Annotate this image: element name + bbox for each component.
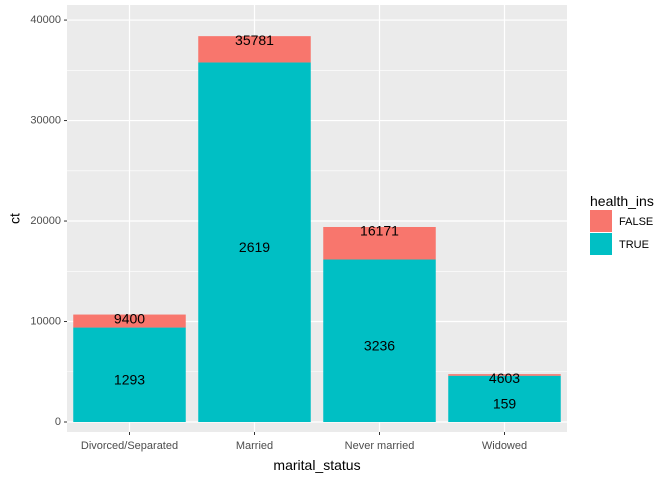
bar-label-lower: 2619	[239, 239, 270, 255]
bar-false-3	[448, 374, 561, 376]
y-tick-label: 0	[55, 416, 61, 428]
bar-true-1	[198, 62, 311, 423]
x-tick-label: Married	[236, 440, 273, 452]
y-tick-label: 10000	[30, 315, 61, 327]
legend-key-true	[590, 233, 612, 255]
x-axis-title: marital_status	[273, 457, 360, 473]
x-tick-label: Never married	[345, 440, 415, 452]
bar-true-2	[323, 259, 436, 422]
y-tick-label: 20000	[30, 215, 61, 227]
legend-label: TRUE	[619, 239, 649, 251]
bar-label-upper: 16171	[360, 223, 399, 239]
bar-label-upper: 9400	[114, 310, 145, 326]
legend-key-false	[590, 210, 612, 232]
bar-false-0	[73, 314, 186, 328]
bar-label-lower: 1293	[114, 371, 145, 387]
bar-label-lower: 3236	[364, 337, 395, 353]
legend-label: FALSE	[619, 216, 653, 228]
bar-label-upper: 35781	[235, 32, 274, 48]
bar-false-2	[323, 226, 436, 260]
bar-labels: 9400 1293 35781 2619 16171 3236 4603 159	[114, 32, 520, 412]
x-tick-label: Divorced/Separated	[81, 440, 178, 452]
legend: health_ins FALSE TRUE	[590, 193, 654, 255]
y-tick-label: 30000	[30, 114, 61, 126]
x-tick-label: Widowed	[482, 440, 527, 452]
bar-label-lower: 159	[493, 396, 517, 412]
bar-true-0	[73, 327, 186, 422]
y-axis-title: ct	[7, 213, 23, 224]
y-axis: 0 10000 20000 30000 40000	[30, 14, 67, 428]
bars	[73, 36, 561, 423]
legend-title: health_ins	[590, 193, 654, 209]
bar-false-1	[198, 36, 311, 63]
bar-true-3	[448, 375, 561, 422]
y-tick-label: 40000	[30, 14, 61, 26]
bar-label-upper: 4603	[489, 370, 520, 386]
x-axis: Divorced/Separated Married Never married Wi…	[81, 432, 527, 452]
